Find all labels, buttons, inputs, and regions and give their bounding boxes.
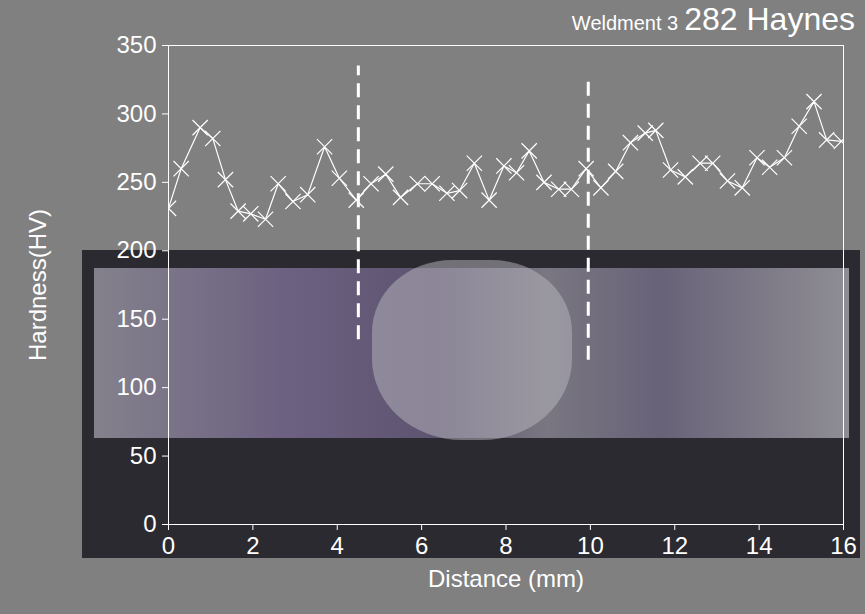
svg-text:150: 150 <box>116 305 156 332</box>
svg-text:2: 2 <box>246 532 259 559</box>
svg-text:10: 10 <box>577 532 604 559</box>
svg-text:Distance (mm): Distance (mm) <box>428 565 584 592</box>
svg-text:0: 0 <box>162 532 175 559</box>
svg-text:100: 100 <box>116 373 156 400</box>
svg-text:4: 4 <box>331 532 344 559</box>
svg-text:12: 12 <box>661 532 688 559</box>
svg-text:Hardness(HV): Hardness(HV) <box>24 209 51 361</box>
html-text:Weldment 3: Weldment 3 <box>571 12 679 34</box>
svg-text:200: 200 <box>116 236 156 263</box>
svg-text:350: 350 <box>116 31 156 58</box>
html-text:282 Haynes: 282 Haynes <box>684 1 855 37</box>
svg-text:250: 250 <box>116 168 156 195</box>
svg-text:14: 14 <box>746 532 773 559</box>
svg-text:50: 50 <box>130 442 157 469</box>
svg-text:0: 0 <box>143 510 156 537</box>
svg-text:8: 8 <box>499 532 512 559</box>
svg-text:6: 6 <box>415 532 428 559</box>
svg-text:16: 16 <box>830 532 857 559</box>
svg-text:300: 300 <box>116 100 156 127</box>
